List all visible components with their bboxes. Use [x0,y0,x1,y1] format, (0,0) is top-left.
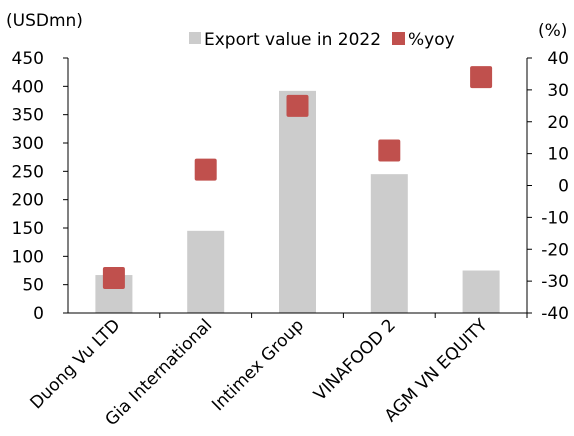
right-axis-unit: (%) [538,21,567,41]
category-label-intimex-group: Intimex Group [208,315,308,415]
left-tick-label: 150 [12,219,44,239]
marker-yoy-duong-vu-ltd [102,266,125,289]
right-tick-label: 0 [558,177,569,197]
left-tick-label: 350 [12,106,44,126]
left-axis-unit: (USDmn) [6,11,83,31]
right-tick-label: 40 [547,49,569,69]
right-tick-label: -30 [541,272,569,292]
legend-swatch-export-value [189,32,201,44]
right-tick-label: -10 [541,208,569,228]
bar-intimex-group [279,90,316,313]
legend-label-yoy: %yoy [408,30,455,50]
legend: Export value in 2022 %yoy [189,30,455,50]
left-tick-label: 400 [12,77,44,97]
bar-gia-international [187,230,225,313]
category-label-vinafood-2: VINAFOOD 2 [310,315,400,405]
marker-yoy-intimex-group [286,94,309,117]
left-tick-label: 0 [33,304,44,324]
right-tick-label: 10 [547,145,569,165]
right-axis-ticks: -40 -30 -20 -10 0 10 20 30 40 [527,49,569,324]
right-tick-label: 20 [547,113,569,133]
category-label-duong-vu-ltd: Duong Vu LTD [27,315,125,413]
right-tick-label: -40 [541,304,569,324]
marker-yoy-vinafood-2 [378,139,401,162]
right-tick-label: 30 [547,81,569,101]
bars-layer [95,90,500,313]
left-tick-label: 100 [12,247,44,267]
right-tick-label: -20 [541,240,569,260]
left-tick-label: 250 [12,162,44,182]
left-tick-label: 300 [12,134,44,154]
bar-agm-vn-equity [462,270,500,313]
left-tick-label: 450 [12,49,44,69]
left-tick-label: 50 [22,276,44,296]
legend-swatch-yoy [392,32,405,45]
legend-label-export-value: Export value in 2022 [204,30,381,50]
marker-yoy-agm-vn-equity [470,66,493,89]
marker-yoy-gia-international [194,158,217,181]
bar-vinafood-2 [370,174,408,313]
markers-layer [102,66,493,289]
left-axis-ticks: 0 50 100 150 200 250 300 350 400 450 [12,49,68,324]
left-tick-label: 200 [12,191,44,211]
